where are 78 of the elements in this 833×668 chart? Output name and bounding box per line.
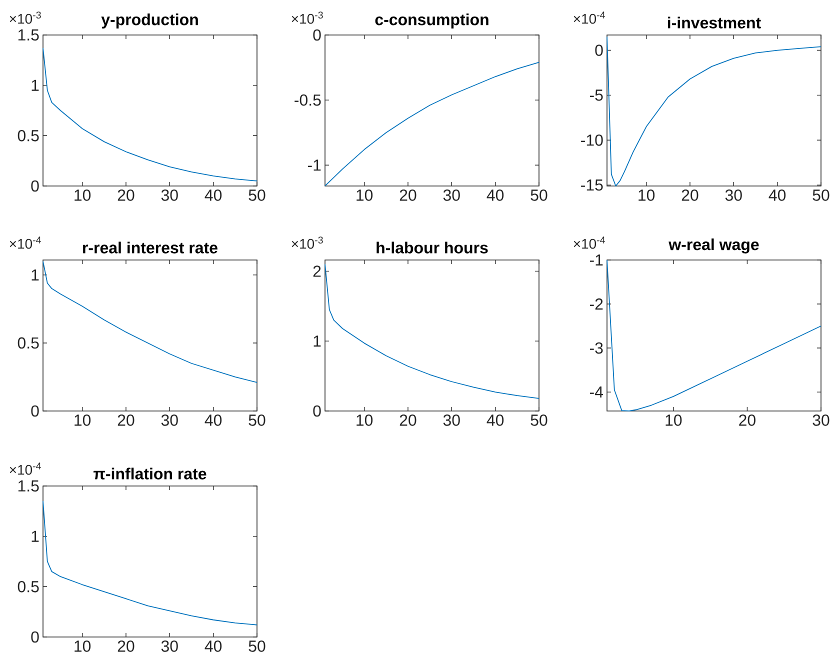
y-tick-label: 0 — [31, 405, 39, 417]
line-series — [324, 62, 540, 186]
x-tick-label: 40 — [204, 640, 222, 652]
x-tick-label: 40 — [768, 190, 786, 201]
y-tick-label: -15 — [581, 180, 603, 191]
y-tick-label: 0 — [313, 405, 321, 417]
y-tick-label: 0.5 — [18, 337, 39, 349]
x-tick-label: 50 — [530, 414, 548, 426]
y-tick-label: 0 — [31, 631, 39, 643]
x-tick-label: 50 — [248, 190, 266, 201]
x-tick-label: 30 — [161, 190, 178, 201]
x-tick-label: 30 — [812, 414, 830, 426]
y-tick-label: 1.5 — [18, 29, 39, 41]
text: ×10$^{-3}$ — [292, 236, 323, 249]
y-tick-label: 1 — [32, 269, 39, 280]
y-tick-label: 0.5 — [18, 580, 39, 592]
y-tick-label: -10 — [581, 134, 603, 146]
x-tick-label: 20 — [118, 414, 134, 426]
y-tick-label: -1 — [308, 160, 321, 171]
x-tick-label: 10 — [638, 190, 655, 201]
line-series — [42, 48, 258, 182]
y-tick-label: 0 — [595, 44, 603, 56]
chart-title: h-labour hours — [376, 242, 488, 254]
y-tick-label: -2 — [590, 298, 603, 310]
y-tick-label: -5 — [590, 90, 603, 101]
x-tick-label: 40 — [204, 190, 222, 201]
x-tick-label: 10 — [356, 414, 373, 426]
y-tick-label: 2 — [313, 266, 321, 277]
x-tick-label: 30 — [443, 414, 460, 426]
text: ×10$^{-4}$ — [10, 236, 42, 249]
chart-title: y-production — [101, 14, 198, 28]
x-tick-label: 40 — [486, 190, 504, 201]
x-tick-label: 10 — [74, 640, 91, 652]
chart-title: r-real interest rate — [83, 242, 218, 254]
y-tick-label: 1.5 — [18, 480, 39, 492]
x-tick-label: 40 — [486, 414, 504, 426]
x-tick-label: 30 — [725, 190, 742, 201]
y-tick-label: -4 — [590, 386, 603, 398]
x-tick-label: 50 — [248, 414, 266, 426]
y-tick-label: 1 — [32, 530, 39, 542]
x-tick-label: 10 — [356, 190, 373, 201]
y-tick-label: 1 — [32, 80, 39, 91]
line-series — [606, 36, 822, 186]
chart-title: i-investment — [668, 16, 761, 28]
x-tick-label: 50 — [248, 640, 266, 652]
line-series — [324, 264, 540, 399]
text: ×10$^{-4}$ — [574, 12, 606, 24]
chart-title: c-consumption — [375, 14, 488, 28]
x-tick-label: 20 — [682, 190, 698, 201]
line-series — [606, 260, 822, 412]
y-tick-label: -0.5 — [294, 94, 321, 106]
text: ×10$^{-3}$ — [292, 12, 323, 24]
y-tick-label: 0.5 — [18, 130, 39, 142]
x-tick-label: 10 — [666, 414, 682, 426]
chart-title: w-real wage — [668, 238, 759, 254]
x-tick-label: 40 — [204, 414, 222, 426]
x-tick-label: 50 — [530, 190, 548, 201]
chart-title: π-inflation rate — [94, 468, 206, 480]
text: ×10$^{-3}$ — [10, 12, 41, 24]
x-tick-label: 20 — [118, 640, 134, 652]
x-tick-label: 20 — [400, 190, 416, 201]
y-tick-label: 1 — [314, 336, 321, 347]
text: ×10$^{-4}$ — [10, 462, 42, 475]
y-tick-label: 0 — [313, 29, 321, 41]
x-tick-label: 20 — [118, 190, 134, 201]
x-tick-label: 20 — [400, 414, 416, 426]
line-series — [42, 500, 258, 626]
x-tick-label: 30 — [161, 640, 178, 652]
x-tick-label: 30 — [161, 414, 178, 426]
y-tick-label: 0 — [31, 180, 39, 192]
x-tick-label: 30 — [443, 190, 460, 201]
x-tick-label: 10 — [74, 414, 91, 426]
x-tick-label: 20 — [739, 414, 756, 426]
y-tick-label: -3 — [590, 342, 603, 354]
y-tick-label: -1 — [590, 254, 603, 266]
x-tick-label: 50 — [812, 190, 830, 201]
x-tick-label: 10 — [74, 190, 91, 201]
text: ×10$^{-4}$ — [574, 236, 606, 249]
